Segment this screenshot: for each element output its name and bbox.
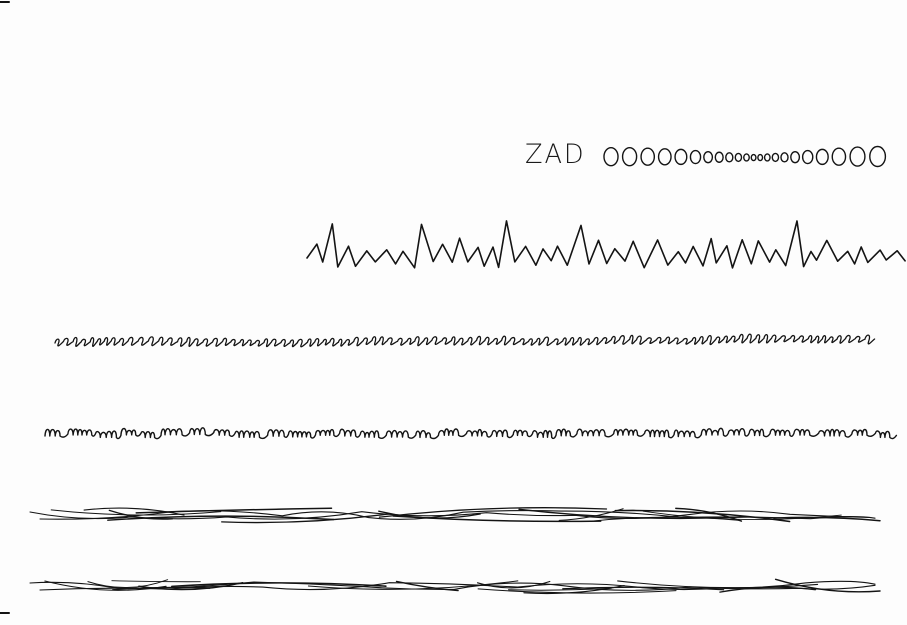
circle-loop [790, 150, 801, 164]
circle-loop [849, 146, 866, 167]
wavy-stroke [617, 580, 819, 589]
wavy-lines-row-1 [29, 507, 881, 524]
zigzag-peaks-row [306, 220, 906, 269]
wavy-stroke-long [29, 581, 876, 591]
circle-loop [714, 151, 724, 163]
wavy-stroke [135, 507, 333, 514]
circle-loop [725, 152, 734, 163]
circle-loops-row [603, 145, 887, 168]
circle-loop [703, 150, 714, 164]
circle-loop [750, 153, 757, 162]
wavy-stroke-long [39, 510, 876, 520]
wavy-stroke [111, 580, 201, 583]
circle-loop [689, 149, 702, 165]
wavy-stroke [392, 515, 602, 523]
circle-loop [801, 149, 814, 165]
circle-loop [757, 153, 764, 162]
circle-loop [603, 146, 619, 167]
wavy-stroke-long [39, 580, 876, 591]
wavy-stroke [50, 509, 222, 516]
circle-loop [674, 148, 688, 166]
wavy-stroke [774, 578, 881, 593]
circle-loop [869, 145, 887, 168]
circle-loop [621, 146, 638, 167]
m-scribble-row [44, 427, 898, 440]
circle-loop [771, 152, 780, 163]
wavy-stroke-long [29, 510, 872, 520]
small-loops-row [54, 333, 876, 348]
handwritten-text: ZAD [525, 139, 586, 170]
wavy-stroke [508, 587, 612, 591]
circle-loop [831, 147, 847, 166]
wavy-stroke [221, 513, 390, 524]
circle-loop [743, 153, 750, 162]
wavy-lines-row-2 [29, 578, 881, 595]
wavy-stroke [378, 507, 608, 518]
circle-loop [734, 152, 743, 163]
wavy-stroke [477, 588, 677, 594]
circle-loop [815, 148, 829, 166]
circle-loop [780, 152, 789, 163]
circle-loop [640, 147, 656, 166]
wavy-stroke [87, 579, 169, 589]
wavy-stroke [83, 507, 185, 516]
circle-loop [657, 148, 672, 166]
circle-loop [763, 153, 771, 162]
